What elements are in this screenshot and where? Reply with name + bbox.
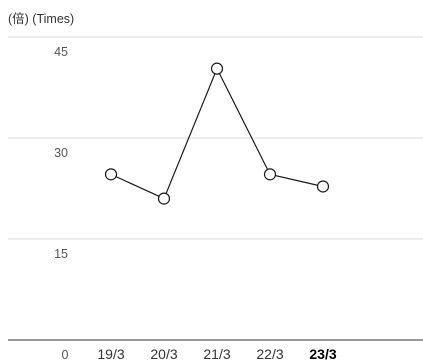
series — [104, 62, 330, 205]
series-line-0 — [110, 67, 324, 200]
data-point-20-3 — [157, 192, 171, 205]
data-point-23-3 — [316, 180, 330, 193]
x-axis-ticks: 19/3 20/3 21/3 22/3 23/3 — [97, 346, 336, 361]
x-tick-label-20-3: 20/3 — [150, 346, 177, 361]
gridlines — [8, 36, 423, 341]
x-tick-label-21-3: 21/3 — [203, 346, 230, 361]
x-tick-label-19-3: 19/3 — [97, 346, 124, 361]
y-tick-label-45: 45 — [54, 45, 68, 59]
y-axis-unit-label: (倍) (Times) — [8, 11, 74, 26]
data-point-21-3 — [210, 62, 224, 75]
y-tick-label-0: 0 — [62, 348, 69, 361]
y-axis-ticks: 0 15 30 45 — [54, 45, 68, 361]
data-point-22-3 — [263, 168, 277, 181]
y-tick-label-15: 15 — [54, 247, 68, 261]
x-tick-label-22-3: 22/3 — [256, 346, 283, 361]
y-tick-label-30: 30 — [54, 146, 68, 160]
x-tick-label-23-3: 23/3 — [309, 346, 336, 361]
data-point-19-3 — [104, 168, 118, 181]
